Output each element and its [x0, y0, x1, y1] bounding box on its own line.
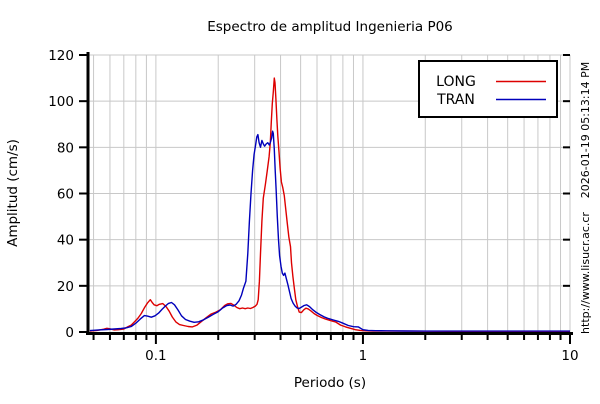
tran-curve — [89, 130, 570, 332]
y-tick-label: 40 — [57, 233, 74, 249]
legend-entry-long: LONG — [436, 74, 546, 90]
y-tick-label: 100 — [48, 94, 74, 110]
x-tick-label: 1 — [359, 348, 368, 364]
y-tick-label: 60 — [57, 187, 74, 203]
url-note: http://www.lisucr.ac.cr — [579, 212, 592, 334]
axes-and-ticks — [79, 52, 573, 344]
chart-title: Espectro de amplitud Ingenieria P06 — [207, 19, 453, 35]
spectrum-curves — [89, 77, 570, 333]
legend-label-long: LONG — [436, 74, 476, 90]
legend-label-tran: TRAN — [436, 92, 475, 108]
timestamp-note: 2026-01-19 05:13:14 PM — [579, 62, 592, 198]
y-tick-label: 20 — [57, 279, 74, 295]
y-axis-label: Amplitud (cm/s) — [5, 139, 21, 247]
x-tick-label: 0.1 — [145, 348, 166, 364]
x-axis-label: Periodo (s) — [294, 375, 366, 391]
x-tick-labels: 0.1 1 10 — [145, 348, 578, 364]
y-tick-labels: 0 20 40 60 80 100 120 — [48, 48, 74, 341]
legend-box — [418, 60, 558, 118]
y-tick-label: 80 — [57, 140, 74, 156]
y-tick-label: 0 — [65, 325, 74, 341]
long-curve — [89, 77, 570, 333]
y-tick-label: 120 — [48, 48, 74, 64]
x-tick-label: 10 — [561, 348, 578, 364]
legend-entry-tran: TRAN — [436, 92, 546, 108]
legend: LONG TRAN — [418, 60, 558, 118]
